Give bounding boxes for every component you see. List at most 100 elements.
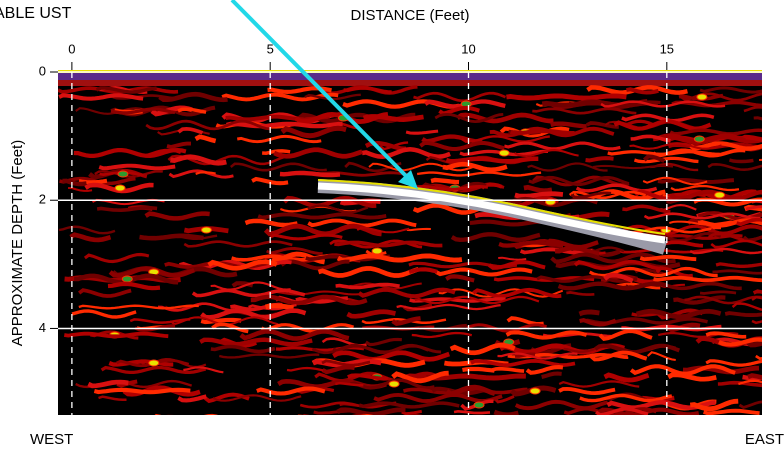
- reflection: [532, 107, 637, 115]
- reflection: [510, 128, 575, 136]
- reflection: [456, 112, 554, 124]
- reflection: [168, 169, 234, 179]
- reflection: [335, 282, 400, 290]
- reflection: [497, 352, 578, 360]
- reflection: [344, 161, 402, 173]
- reflection: [633, 156, 699, 164]
- reflection: [63, 331, 169, 339]
- reflection: [689, 141, 762, 151]
- reflection: [684, 295, 762, 305]
- surface-band: [58, 80, 762, 86]
- reflection: [177, 107, 207, 114]
- reflection: [58, 93, 144, 101]
- reflection: [135, 148, 181, 158]
- reflection: [445, 274, 475, 283]
- reflection: [95, 86, 157, 94]
- reflection: [434, 112, 504, 124]
- reflection: [321, 365, 355, 375]
- reflection: [78, 288, 132, 298]
- reflection: [689, 398, 739, 412]
- reflection: [585, 121, 619, 129]
- hot-spot: [148, 359, 160, 367]
- y-tick-label: 2: [39, 192, 46, 207]
- annotation: ABLE UST: [0, 5, 72, 22]
- reflection: [307, 204, 369, 214]
- x-tick-label: 10: [461, 41, 475, 56]
- reflection: [373, 392, 503, 404]
- reflection: [568, 190, 647, 200]
- reflection: [612, 282, 661, 290]
- reflection: [183, 240, 293, 248]
- reflection: [541, 371, 562, 379]
- reflection: [604, 417, 712, 420]
- reflection: [718, 337, 762, 347]
- east-label: EAST: [745, 431, 784, 448]
- reflection: [279, 170, 341, 178]
- reflection: [108, 359, 174, 367]
- reflection: [699, 86, 762, 94]
- reflection: [702, 408, 760, 415]
- x-tick-label: 5: [267, 41, 274, 56]
- reflection: [411, 331, 473, 339]
- reflection: [579, 317, 617, 327]
- reflection: [194, 134, 217, 144]
- reflection: [267, 290, 361, 296]
- reflection: [139, 233, 204, 241]
- reflection: [736, 217, 762, 227]
- reflection: [613, 119, 712, 131]
- reflection: [528, 175, 630, 186]
- reflection: [743, 105, 762, 113]
- reflection: [94, 170, 163, 178]
- reflection: [71, 309, 137, 319]
- reflection: [653, 275, 762, 283]
- reflection: [642, 176, 708, 186]
- reflection: [657, 308, 704, 320]
- reflection: [414, 295, 540, 305]
- reflection: [336, 407, 406, 415]
- hot-spot: [117, 170, 129, 178]
- reflection: [262, 149, 291, 155]
- reflection: [280, 125, 347, 139]
- reflection: [280, 259, 350, 271]
- reflection: [647, 351, 676, 362]
- reflection: [78, 304, 199, 310]
- reflection: [445, 156, 539, 164]
- reflection: [260, 323, 355, 333]
- reflection: [711, 337, 762, 347]
- reflection: [594, 343, 680, 355]
- reflection: [346, 309, 396, 319]
- reflection: [336, 253, 463, 263]
- reflection: [667, 372, 717, 382]
- reflection: [445, 384, 496, 397]
- reflection: [506, 93, 627, 101]
- reflection: [527, 162, 608, 172]
- arrow-head: [398, 170, 418, 189]
- arrow-shaft: [230, 0, 412, 182]
- reflection: [631, 311, 660, 317]
- hot-spot: [473, 401, 485, 409]
- reflection: [558, 380, 640, 388]
- hot-spot: [121, 275, 133, 283]
- reflection: [630, 134, 672, 143]
- reflection: [210, 344, 276, 354]
- reflection: [738, 400, 762, 410]
- reflection: [550, 121, 587, 129]
- reflection: [461, 135, 550, 143]
- reflection: [73, 147, 187, 159]
- reflection: [396, 303, 501, 311]
- hot-spot: [388, 380, 400, 388]
- reflection: [728, 158, 754, 164]
- reflection: [466, 323, 547, 333]
- reflection: [707, 163, 762, 171]
- hot-spot: [114, 184, 126, 192]
- reflection: [177, 394, 207, 403]
- reflection: [346, 419, 374, 421]
- reflection: [145, 119, 271, 131]
- reflection: [115, 414, 174, 415]
- reflection: [364, 337, 402, 347]
- reflection: [607, 150, 720, 156]
- reflection: [573, 259, 664, 271]
- tank-reflection: [317, 182, 666, 244]
- reflection: [592, 164, 674, 170]
- reflection: [598, 329, 653, 342]
